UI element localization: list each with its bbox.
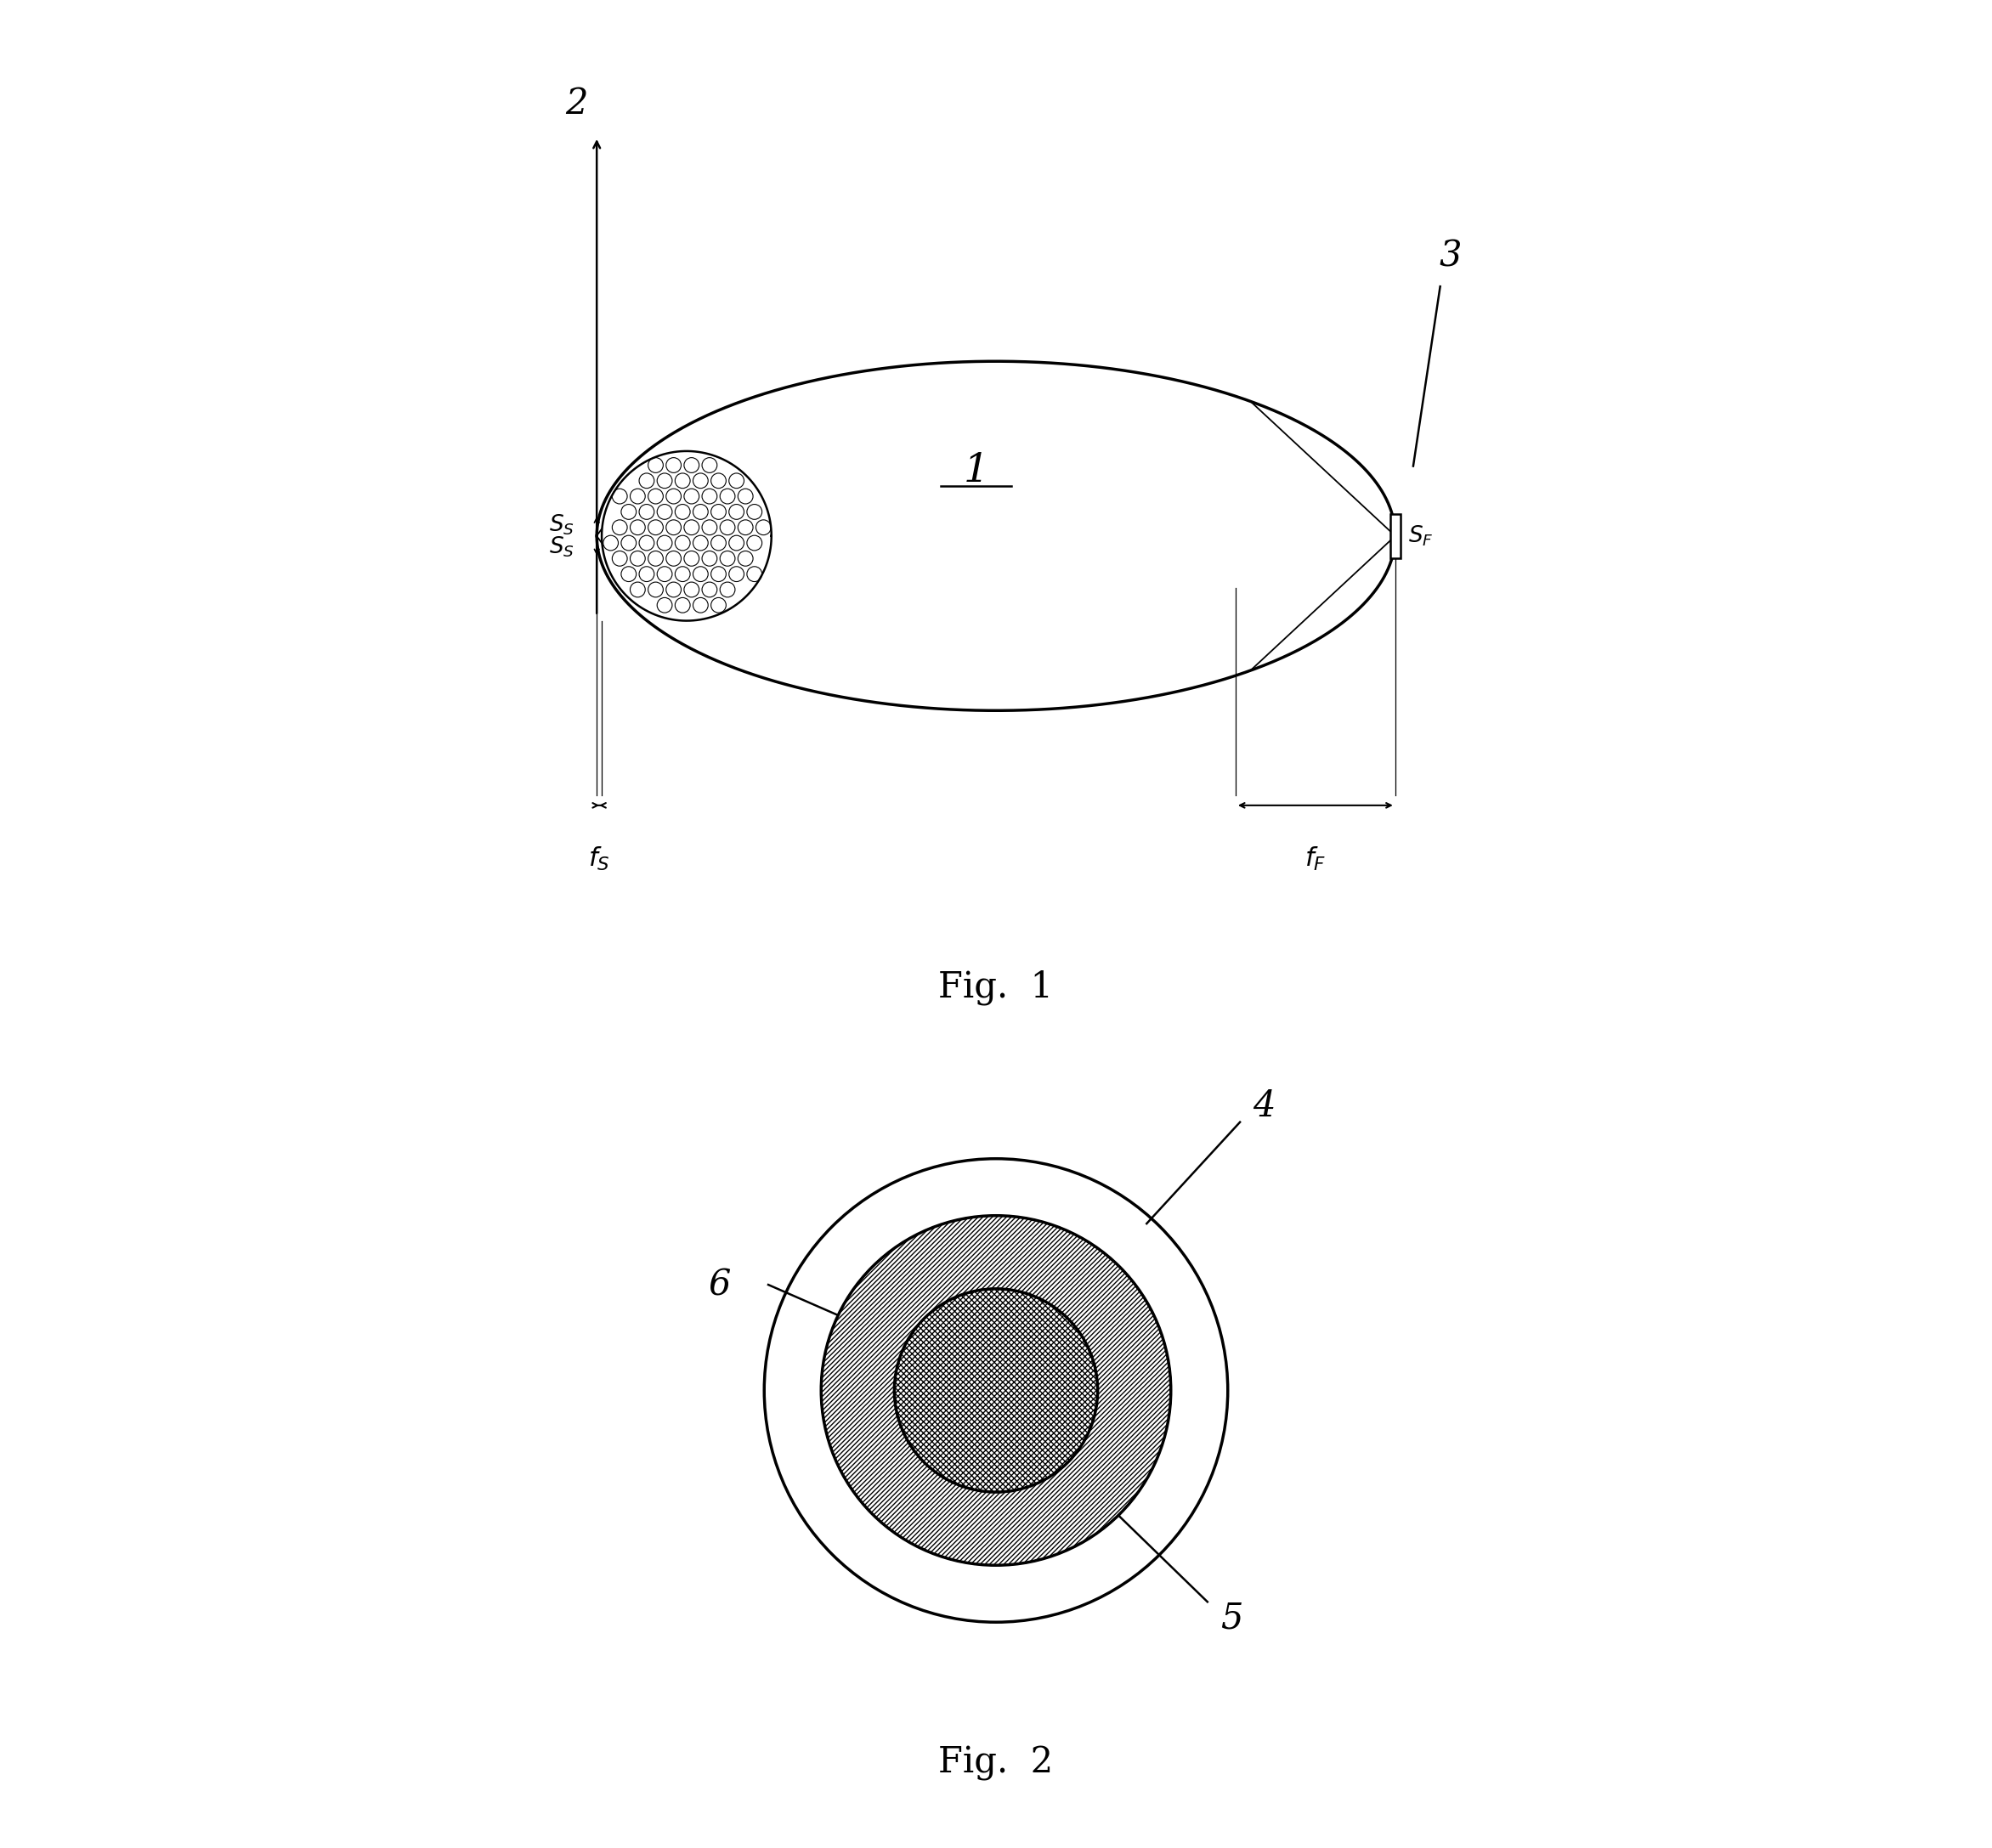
Text: 6: 6 xyxy=(709,1268,731,1303)
Circle shape xyxy=(765,1159,1227,1623)
Text: $f_S$: $f_S$ xyxy=(588,845,610,872)
Bar xyxy=(1390,514,1400,558)
Circle shape xyxy=(821,1216,1171,1565)
Text: 2: 2 xyxy=(566,87,588,122)
Circle shape xyxy=(821,1216,1171,1565)
Text: $f_F$: $f_F$ xyxy=(1305,845,1327,872)
Text: 1: 1 xyxy=(964,451,988,490)
Text: Fig.  2: Fig. 2 xyxy=(938,1745,1054,1781)
Text: $S_F$: $S_F$ xyxy=(1408,523,1434,549)
Circle shape xyxy=(894,1288,1098,1491)
Text: 3: 3 xyxy=(1438,238,1462,274)
Circle shape xyxy=(821,1216,1171,1565)
Text: Fig.  1: Fig. 1 xyxy=(938,968,1054,1005)
Circle shape xyxy=(894,1288,1098,1491)
Text: $S_S$: $S_S$ xyxy=(550,534,576,558)
Text: 5: 5 xyxy=(1221,1600,1243,1635)
Polygon shape xyxy=(602,451,771,621)
Text: $S_S$: $S_S$ xyxy=(550,514,576,538)
Text: 4: 4 xyxy=(1253,1088,1275,1124)
